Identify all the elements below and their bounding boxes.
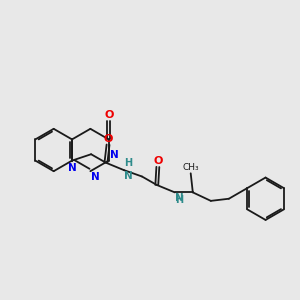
Text: N: N [91, 172, 100, 182]
Text: N: N [110, 150, 118, 160]
Text: N: N [68, 163, 76, 172]
Text: O: O [153, 156, 163, 166]
Text: N: N [124, 171, 133, 181]
Text: H: H [124, 158, 133, 168]
Text: N: N [175, 193, 184, 203]
Text: O: O [103, 134, 113, 144]
Text: H: H [175, 195, 183, 205]
Text: O: O [104, 110, 113, 120]
Text: CH₃: CH₃ [182, 163, 199, 172]
